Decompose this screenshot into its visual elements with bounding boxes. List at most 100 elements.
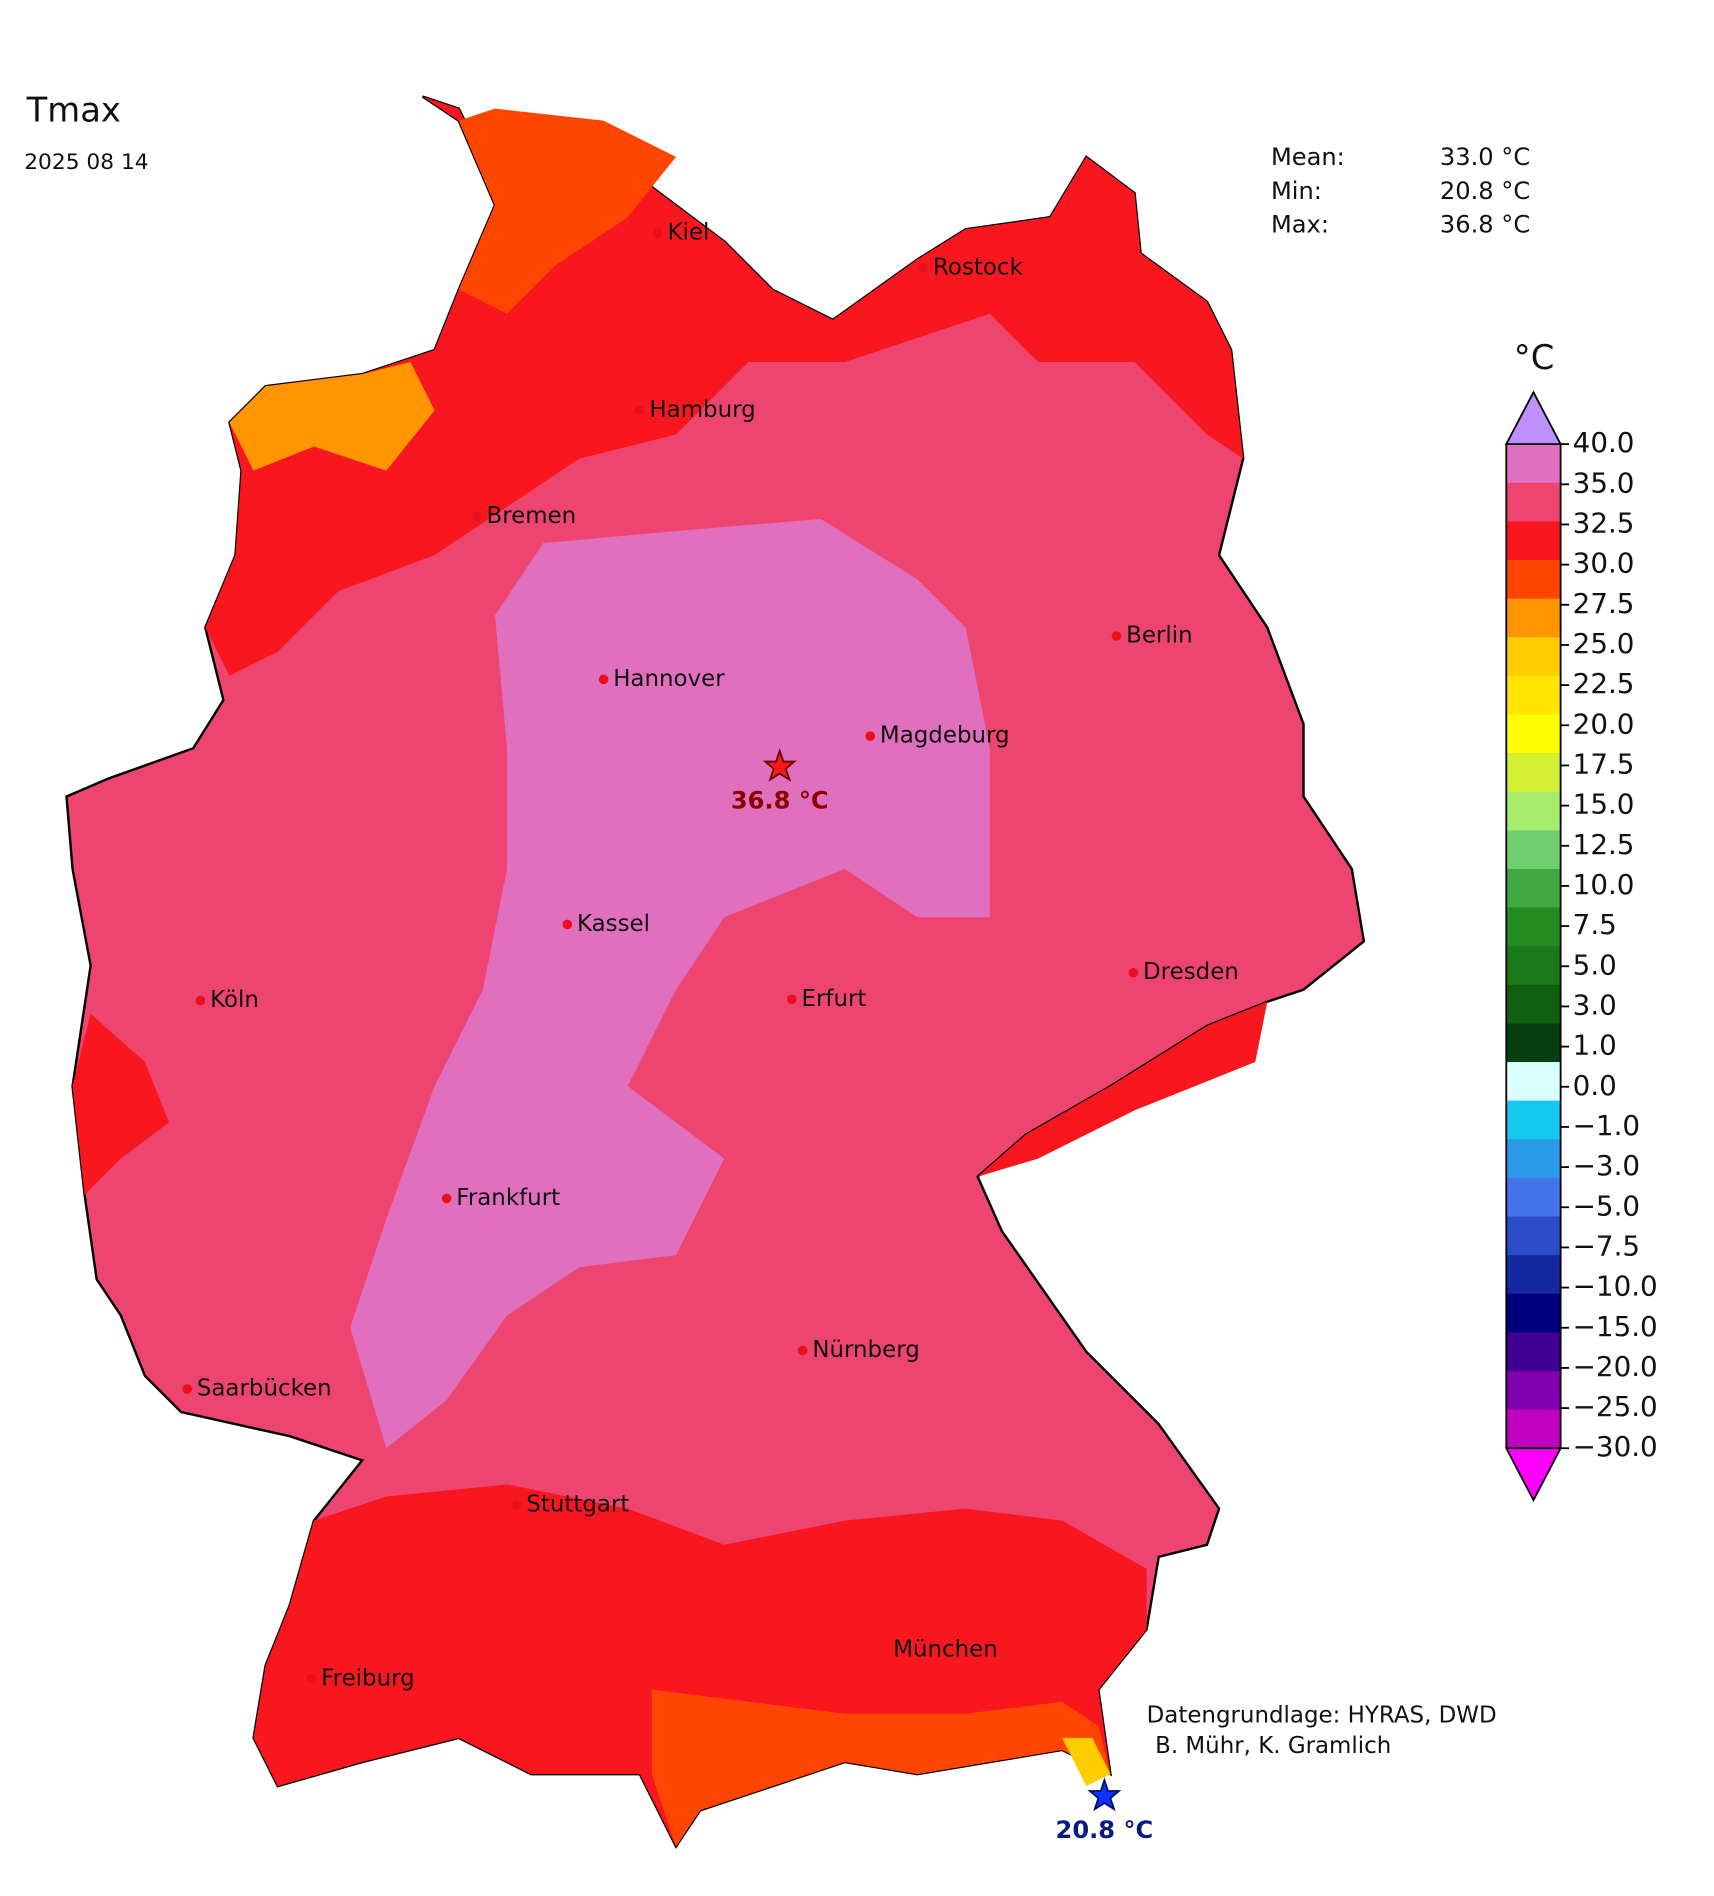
colorbar-tick-label: 7.5 [1573, 908, 1617, 941]
city-dot [918, 263, 929, 273]
colorbar-band [1506, 1023, 1561, 1063]
colorbar-tick-label: 35.0 [1573, 466, 1635, 499]
stat-value: 33.0 °C [1440, 143, 1530, 171]
city-label: Magdeburg [880, 723, 1010, 749]
colorbar-tick-label: −30.0 [1573, 1430, 1658, 1463]
colorbar-tick-label: 20.0 [1573, 707, 1635, 740]
max-star [762, 747, 797, 782]
city-label: Hannover [613, 666, 725, 692]
colorbar-tick-label: 15.0 [1573, 788, 1635, 821]
colorbar-tick-label: −1.0 [1573, 1109, 1640, 1142]
city-dot [598, 674, 609, 685]
colorbar-band [1506, 559, 1561, 600]
city-label: Saarbücken [197, 1376, 332, 1402]
colorbar-tick-label: 0.0 [1573, 1069, 1617, 1102]
city-dot [562, 919, 573, 930]
colorbar-band [1506, 1332, 1561, 1372]
orange-zone-coast [229, 362, 435, 471]
colorbar-band [1506, 1216, 1561, 1256]
city-dot [511, 1500, 522, 1510]
colorbar-band [1506, 868, 1561, 909]
city-label: Köln [210, 987, 259, 1013]
colorbar-band [1506, 637, 1561, 677]
red-zone-west [72, 1013, 170, 1195]
city-label: Erfurt [801, 986, 866, 1012]
colorbar-band [1506, 444, 1561, 484]
max-label: 36.8 °C [731, 786, 829, 814]
colorbar-tick-label: 27.5 [1573, 587, 1635, 620]
title: Tmax [26, 91, 121, 130]
colorbar-extend-top [1504, 390, 1563, 446]
credit: Datengrundlage: HYRAS, DWD [1147, 1703, 1497, 1729]
colorbar-tick-label: −15.0 [1573, 1310, 1658, 1343]
city-label: Freiburg [321, 1665, 415, 1691]
colorbar-tick-label: −10.0 [1573, 1270, 1658, 1303]
colorbar-tick-label: 22.5 [1573, 667, 1635, 700]
colorbar-tick-label: 1.0 [1573, 1029, 1617, 1062]
city-dot [634, 405, 645, 416]
colorbar-extend-bottom [1504, 1447, 1563, 1503]
colorbar-unit: °C [1514, 338, 1554, 377]
city-dot [182, 1384, 193, 1394]
colorbar: 40.0 35.0 32.5 30.0 27.5 25.0 22.5 20.0 17.5 15.0… [1504, 390, 1658, 1503]
colorbar-tick-label: −20.0 [1573, 1350, 1658, 1383]
city-label: Hamburg [649, 397, 755, 423]
colorbar-band [1506, 1293, 1561, 1333]
colorbar-band [1506, 1255, 1561, 1295]
colorbar-band [1506, 1409, 1561, 1449]
colorbar-tick-label: 32.5 [1573, 506, 1635, 539]
city-label: Dresden [1143, 959, 1239, 985]
orangered-zone-coast [458, 108, 676, 314]
city-label: Rostock [933, 254, 1023, 280]
yellow-zone-alps [1062, 1737, 1111, 1787]
city-label: Nürnberg [812, 1337, 919, 1363]
min-star [1087, 1777, 1122, 1812]
date: 2025 08 14 [24, 150, 148, 175]
stat-label: Max: [1271, 211, 1329, 239]
colorbar-tick-label: −25.0 [1573, 1390, 1658, 1423]
pink-zone [350, 518, 990, 1449]
colorbar-tick-label: 30.0 [1573, 547, 1635, 580]
colorbar-tick-label: −7.5 [1573, 1229, 1640, 1262]
city-label: Stuttgart [526, 1491, 629, 1517]
colorbar-band [1506, 1100, 1561, 1140]
colorbar-band [1506, 714, 1561, 754]
colorbar-band [1506, 1371, 1561, 1411]
colorbar-band [1506, 907, 1561, 947]
stat-label: Mean: [1271, 143, 1345, 171]
colorbar-band [1506, 753, 1561, 793]
stat-label: Min: [1271, 177, 1322, 205]
colorbar-band [1506, 791, 1561, 831]
city-dot [1111, 631, 1122, 641]
colorbar-tick-label: 10.0 [1573, 868, 1635, 901]
city-label: München [893, 1636, 998, 1662]
city-label: Kiel [668, 219, 710, 245]
colorbar-band [1506, 830, 1561, 870]
colorbar-tick-label: 25.0 [1573, 627, 1635, 660]
colorbar-tick-label: −3.0 [1573, 1149, 1640, 1182]
colorbar-tick-label: −5.0 [1573, 1189, 1640, 1222]
city-dot [472, 511, 482, 522]
orange-zone-alps [651, 1689, 1111, 1847]
colorbar-band [1506, 482, 1561, 522]
colorbar-band [1506, 1062, 1561, 1102]
city-dot [797, 1345, 808, 1356]
city-dot [306, 1673, 317, 1684]
city-dot [1128, 967, 1139, 978]
colorbar-band [1506, 984, 1561, 1025]
city-label: Kassel [577, 911, 650, 937]
colorbar-tick-label: 3.0 [1573, 988, 1617, 1021]
city-label: Berlin [1126, 623, 1193, 649]
city-dot [653, 228, 663, 238]
colorbar-tick-label: 5.0 [1573, 948, 1617, 981]
stat-value: 36.8 °C [1440, 211, 1530, 239]
colorbar-band [1506, 521, 1561, 561]
red-zone-east [977, 1001, 1268, 1177]
city-dot [441, 1193, 452, 1204]
credit: B. Mühr, K. Gramlich [1155, 1733, 1391, 1759]
colorbar-band [1506, 1139, 1561, 1179]
colorbar-tick-label: 17.5 [1573, 747, 1635, 780]
red-zone-north [205, 96, 1244, 676]
